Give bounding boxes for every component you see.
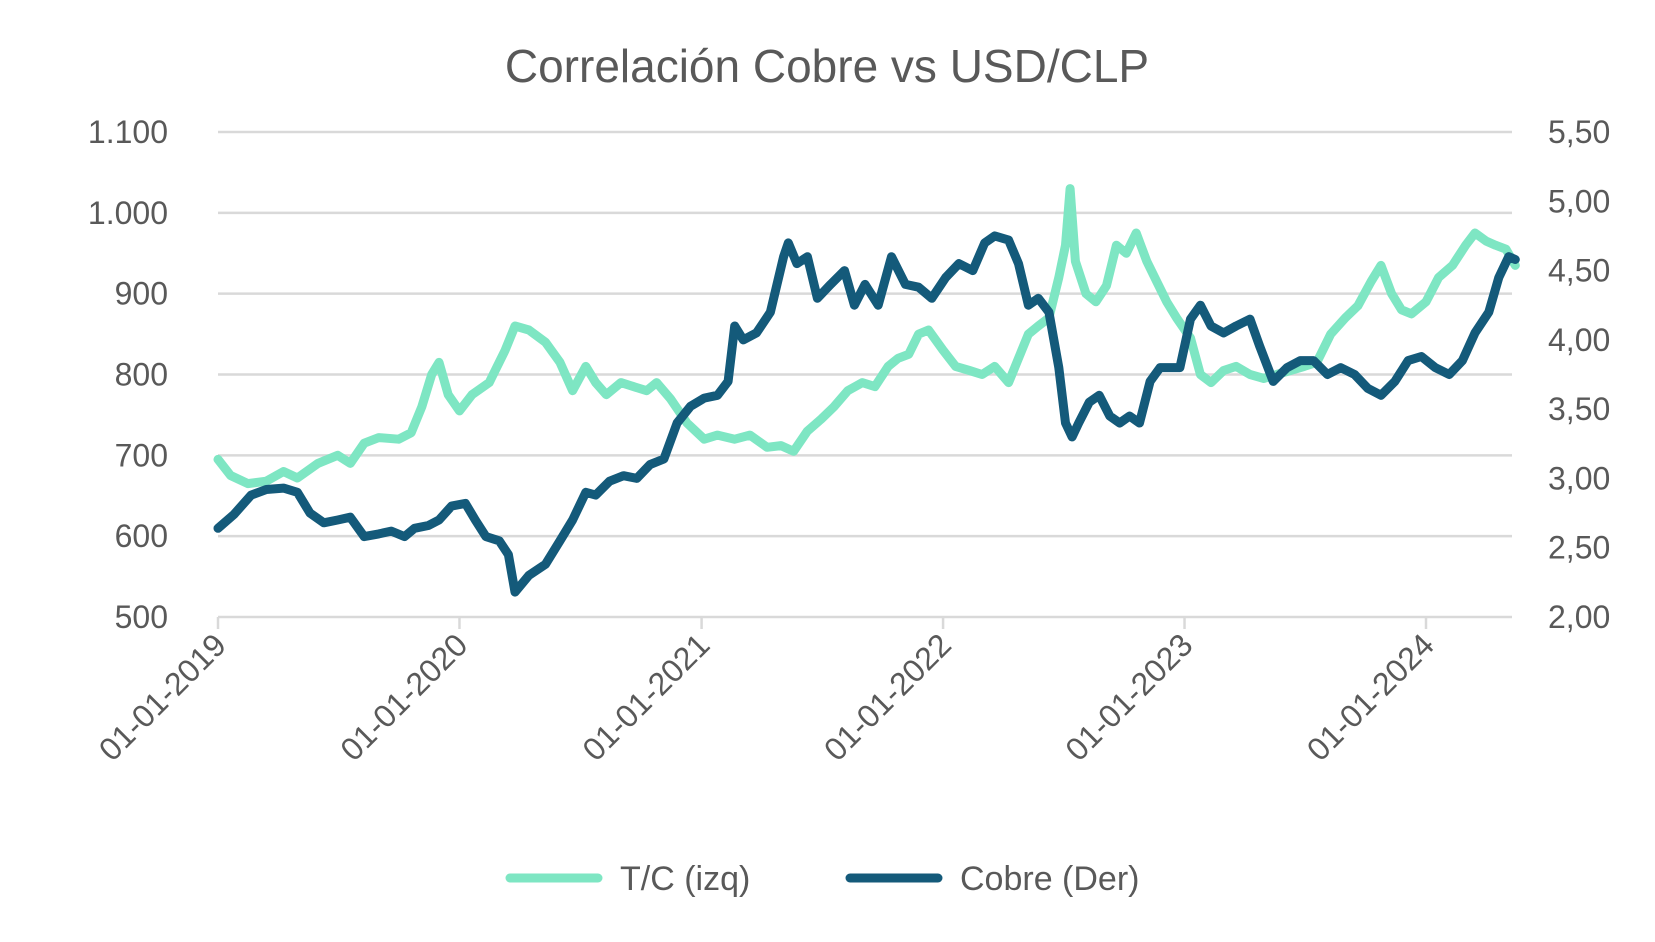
y-axis-left: 500 600 700 800 900 1.000 1.100 <box>88 114 168 635</box>
x-tick-label: 01-01-2019 <box>92 626 233 767</box>
y-right-tick-label: 2,50 <box>1548 530 1610 566</box>
y-left-tick-label: 900 <box>115 276 168 312</box>
x-tick-label: 01-01-2020 <box>333 626 474 767</box>
y-right-tick-label: 3,50 <box>1548 391 1610 427</box>
y-left-tick-label: 700 <box>115 437 168 473</box>
y-left-tick-label: 600 <box>115 518 168 554</box>
series-line-tc <box>213 184 1520 489</box>
x-tick-label: 01-01-2023 <box>1058 626 1199 767</box>
y-right-tick-label: 5,00 <box>1548 183 1610 219</box>
x-axis: 01-01-2019 01-01-2020 01-01-2021 01-01-2022… <box>92 617 1441 768</box>
series-line-cobre <box>213 231 1520 597</box>
legend: T/C (izq) Cobre (Der) <box>505 860 1139 898</box>
chart-title: Correlación Cobre vs USD/CLP <box>505 40 1149 92</box>
y-right-tick-label: 5,50 <box>1548 114 1610 150</box>
x-tick-label: 01-01-2022 <box>817 626 958 767</box>
y-left-tick-label: 1.000 <box>88 195 168 231</box>
y-right-tick-label: 4,00 <box>1548 322 1610 358</box>
y-left-tick-label: 800 <box>115 357 168 393</box>
y-left-tick-label: 1.100 <box>88 114 168 150</box>
y-right-tick-label: 3,00 <box>1548 460 1610 496</box>
series-lines <box>213 184 1520 597</box>
y-right-tick-label: 2,00 <box>1548 599 1610 635</box>
legend-label: Cobre (Der) <box>960 860 1139 898</box>
legend-label: T/C (izq) <box>620 860 750 898</box>
x-tick-label: 01-01-2024 <box>1300 626 1441 767</box>
y-right-tick-label: 4,50 <box>1548 253 1610 289</box>
x-tick-label: 01-01-2021 <box>575 626 716 767</box>
gridlines <box>218 130 1512 619</box>
y-axis-right: 2,00 2,50 3,00 3,50 4,00 4,50 5,00 5,50 <box>1548 114 1610 635</box>
y-left-tick-label: 500 <box>115 599 168 635</box>
